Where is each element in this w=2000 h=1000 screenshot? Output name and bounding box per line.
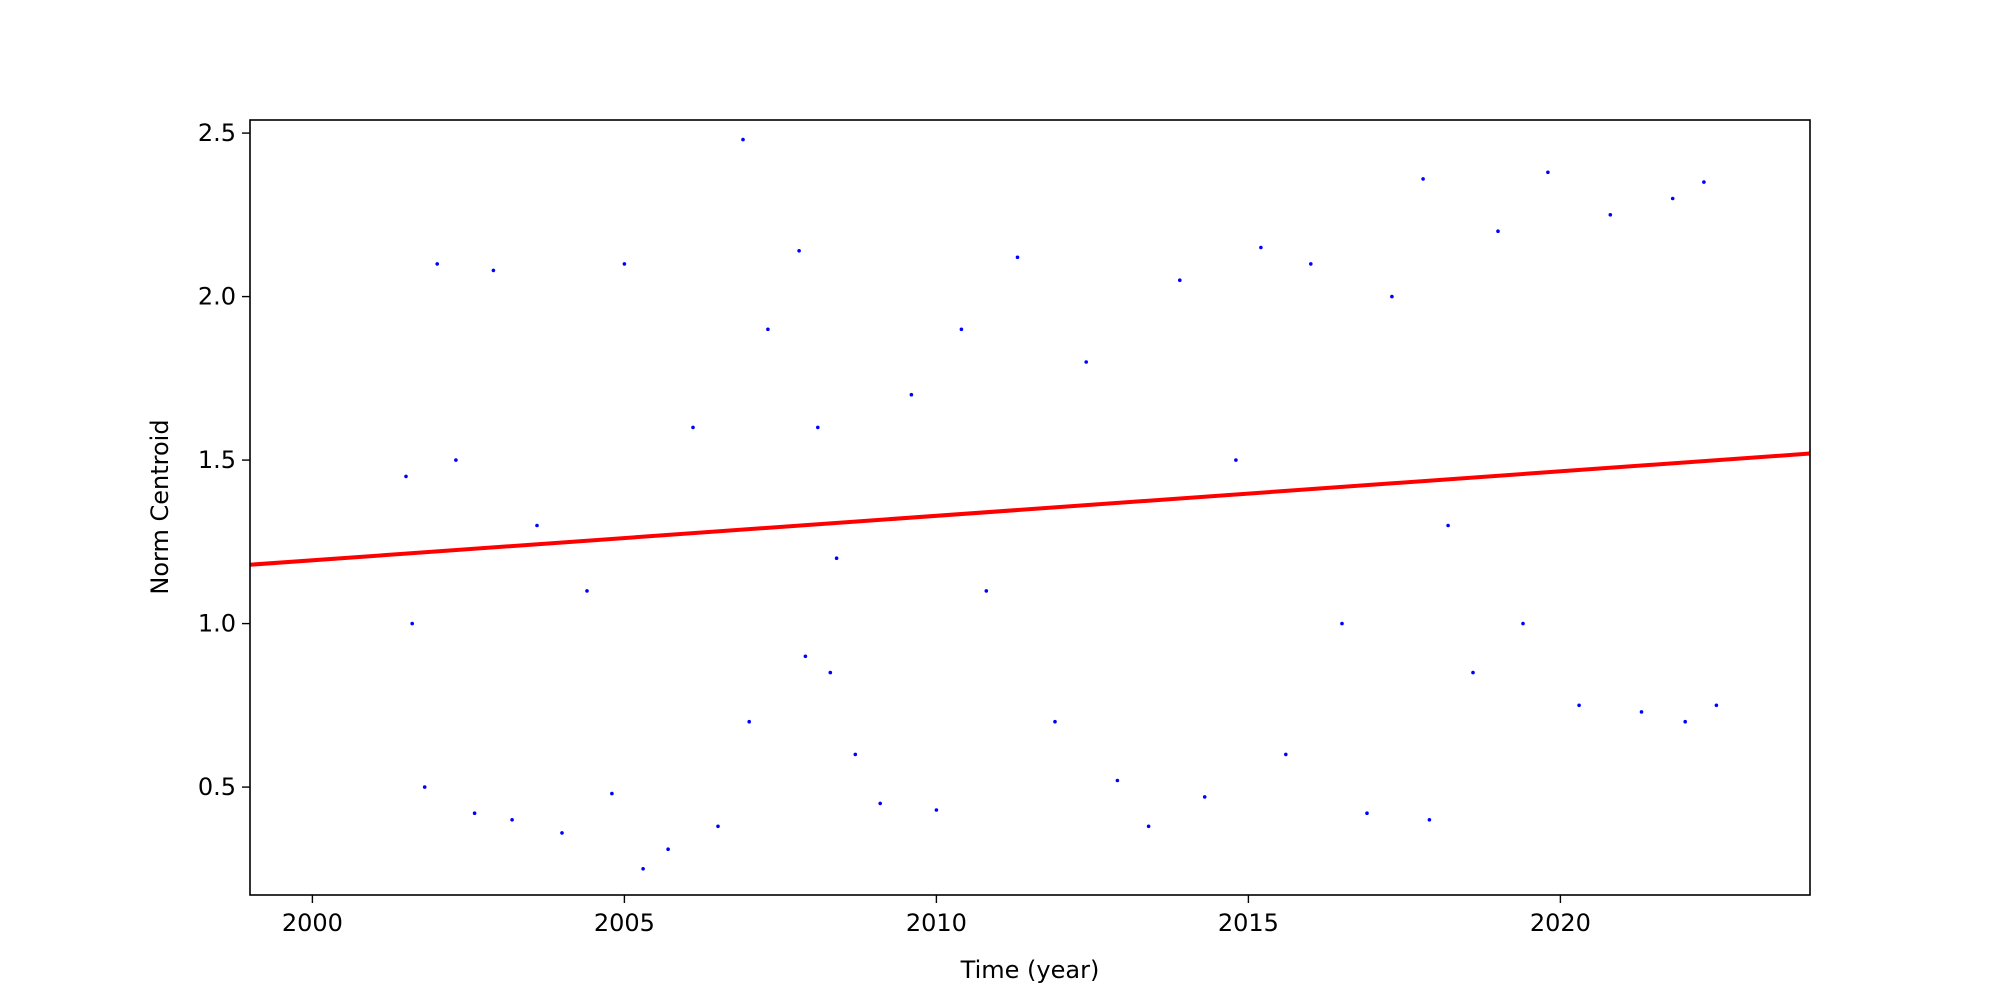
data-point: [1053, 719, 1057, 724]
data-point: [1521, 621, 1525, 626]
data-point: [1546, 170, 1550, 175]
data-point: [747, 719, 751, 724]
data-point: [816, 425, 820, 430]
y-tick-label: 2.5: [198, 119, 236, 147]
data-point: [959, 327, 964, 332]
x-axis: 2000 2005 2010 2015 2020: [282, 895, 1591, 937]
data-point: [491, 268, 496, 273]
data-point: [934, 808, 939, 812]
data-point: [560, 831, 564, 835]
x-axis-label: Time (year): [960, 956, 1100, 984]
data-point: [1639, 710, 1644, 714]
data-point: [1084, 360, 1088, 364]
data-point: [1683, 719, 1687, 724]
plot-frame: [249, 119, 1811, 896]
y-tick-label: 0.5: [198, 773, 236, 801]
data-point: [1670, 196, 1675, 201]
data-point: [610, 791, 614, 796]
data-point: [1234, 458, 1238, 462]
y-axis-label: Norm Centroid: [146, 419, 174, 594]
data-point: [1421, 177, 1425, 181]
x-tick-label: 2020: [1530, 909, 1591, 937]
data-point: [1365, 811, 1369, 815]
fit-line-layer: [249, 451, 1811, 567]
data-point: [1427, 818, 1432, 822]
data-point: [622, 262, 627, 266]
data-point: [1577, 703, 1581, 708]
data-point: [641, 867, 645, 871]
data-point: [585, 589, 589, 593]
data-point: [766, 327, 770, 332]
data-point: [510, 818, 514, 822]
data-point: [1702, 180, 1706, 184]
data-point: [909, 392, 914, 397]
data-point: [741, 137, 745, 142]
data-point: [1390, 294, 1394, 299]
y-axis: 0.5 1.0 1.5 2.0 2.5: [198, 119, 250, 801]
data-point: [435, 262, 440, 266]
data-point: [1259, 245, 1263, 250]
data-point: [1471, 670, 1475, 675]
data-point: [716, 824, 720, 829]
trend-line: [249, 451, 1811, 567]
data-point: [422, 785, 427, 789]
data-point: [1496, 229, 1500, 233]
data-point: [691, 425, 695, 430]
data-point: [1309, 262, 1313, 266]
data-point: [454, 458, 458, 462]
data-point: [666, 847, 670, 851]
data-point: [1284, 752, 1288, 757]
data-point: [1146, 824, 1151, 829]
data-point: [535, 523, 539, 528]
data-point: [828, 670, 833, 675]
y-tick-label: 2.0: [198, 283, 236, 311]
data-point: [472, 811, 477, 815]
x-tick-label: 2010: [906, 909, 967, 937]
data-point: [410, 621, 415, 626]
x-tick-label: 2005: [594, 909, 655, 937]
points-layer: [404, 137, 1719, 871]
data-point: [1340, 621, 1344, 626]
data-point: [1446, 523, 1450, 528]
data-point: [1714, 703, 1719, 708]
x-tick-label: 2015: [1218, 909, 1279, 937]
data-point: [797, 249, 801, 253]
y-tick-label: 1.0: [198, 610, 236, 638]
data-point: [1202, 795, 1207, 799]
x-tick-label: 2000: [282, 909, 343, 937]
data-point: [984, 589, 989, 593]
y-tick-label: 1.5: [198, 446, 236, 474]
data-point: [1178, 278, 1182, 283]
data-point: [878, 801, 882, 806]
data-point: [853, 752, 858, 757]
data-point: [1608, 213, 1613, 217]
data-point: [1115, 778, 1120, 783]
data-point: [404, 474, 408, 479]
data-point: [803, 654, 808, 659]
data-point: [1015, 255, 1020, 260]
data-point: [834, 556, 839, 560]
